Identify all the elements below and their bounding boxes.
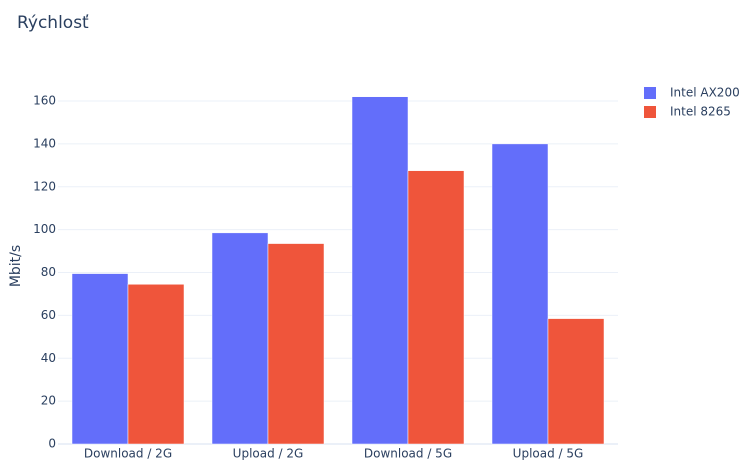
- legend-label: Intel AX200: [670, 86, 740, 100]
- bar: [267, 243, 325, 445]
- y-tick-label: 120: [33, 179, 56, 193]
- x-tick-label: Upload / 2G: [233, 447, 304, 461]
- bar: [491, 143, 549, 445]
- y-tick-label: 100: [33, 222, 56, 236]
- y-tick-label: 40: [41, 351, 56, 365]
- y-axis-label: Mbit/s: [8, 245, 24, 287]
- bar: [71, 273, 129, 445]
- bar: [351, 96, 409, 445]
- bar: [127, 284, 185, 445]
- bar: [547, 318, 605, 445]
- x-tick-label: Upload / 5G: [513, 447, 584, 461]
- legend-label: Intel 8265: [670, 105, 731, 119]
- y-tick-label: 160: [33, 94, 56, 108]
- legend-swatch: [644, 106, 656, 118]
- y-tick-label: 140: [33, 136, 56, 150]
- bar: [407, 170, 465, 445]
- y-tick-label: 20: [41, 394, 56, 408]
- x-tick-label: Download / 2G: [84, 447, 172, 461]
- bar: [211, 232, 269, 445]
- y-tick-label: 80: [41, 265, 56, 279]
- x-tick-label: Download / 5G: [364, 447, 452, 461]
- chart-title: Rýchlosť: [17, 13, 89, 33]
- legend-swatch: [644, 87, 656, 99]
- y-tick-label: 60: [41, 308, 56, 322]
- y-tick-label: 0: [48, 437, 56, 451]
